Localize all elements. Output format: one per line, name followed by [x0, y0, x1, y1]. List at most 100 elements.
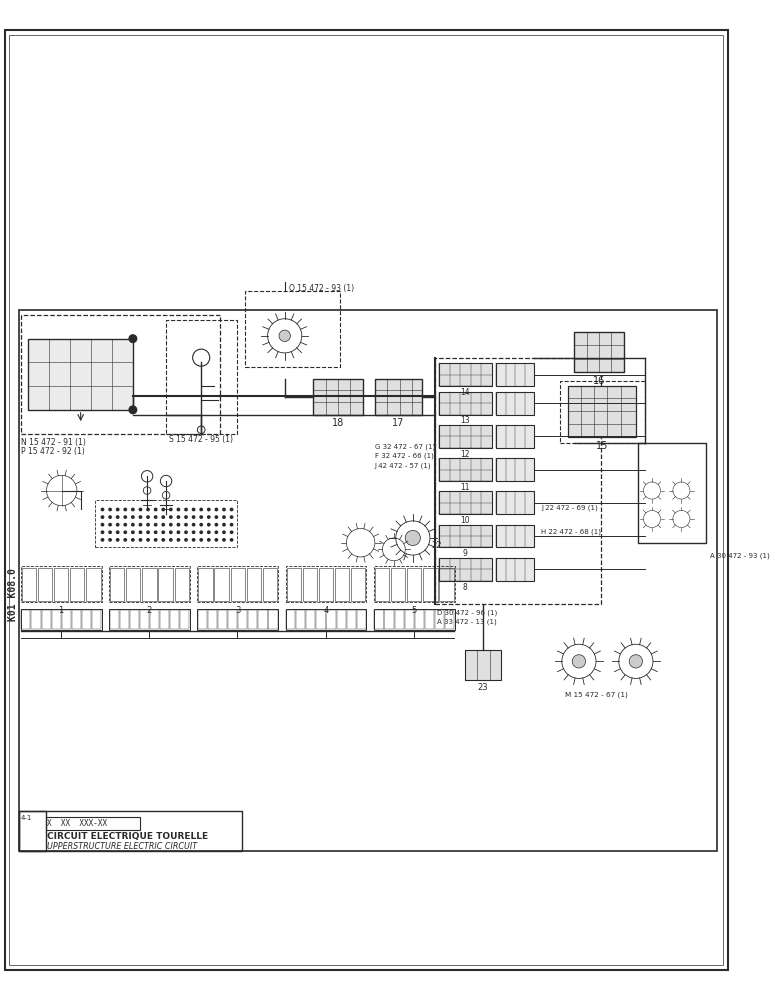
Text: N 15 472 - 91 (1): N 15 472 - 91 (1) — [21, 438, 86, 447]
Bar — [21, 315, 220, 434]
Bar — [29, 339, 133, 410]
Bar — [198, 610, 207, 629]
Bar — [110, 610, 119, 629]
Bar — [465, 650, 501, 680]
Circle shape — [116, 530, 120, 534]
Circle shape — [146, 523, 150, 527]
Bar — [92, 610, 101, 629]
Circle shape — [124, 523, 127, 527]
Bar — [394, 610, 404, 629]
Circle shape — [154, 508, 157, 511]
Bar — [109, 609, 190, 630]
Text: M 15 472 - 67 (1): M 15 472 - 67 (1) — [564, 692, 628, 698]
Circle shape — [108, 508, 112, 511]
Bar — [82, 610, 91, 629]
Circle shape — [177, 530, 181, 534]
Circle shape — [229, 523, 233, 527]
Circle shape — [184, 530, 188, 534]
Circle shape — [124, 515, 127, 519]
Circle shape — [169, 538, 173, 542]
Circle shape — [207, 538, 211, 542]
Bar — [150, 610, 159, 629]
Bar — [38, 568, 52, 601]
Bar — [249, 610, 257, 629]
Circle shape — [129, 335, 137, 342]
Bar — [245, 291, 340, 367]
Bar — [95, 500, 237, 547]
Bar — [110, 568, 124, 601]
Bar — [496, 425, 534, 448]
Text: 10: 10 — [460, 516, 470, 525]
Text: 4: 4 — [323, 606, 329, 615]
Bar — [32, 610, 41, 629]
Bar — [357, 610, 366, 629]
Bar — [375, 379, 422, 415]
Circle shape — [222, 523, 226, 527]
Bar — [127, 568, 141, 601]
Text: 15: 15 — [595, 441, 608, 451]
Bar — [21, 566, 102, 602]
Circle shape — [124, 538, 127, 542]
Circle shape — [131, 538, 135, 542]
Bar — [19, 811, 46, 851]
Bar — [46, 817, 141, 830]
Bar — [496, 491, 534, 514]
Circle shape — [199, 523, 203, 527]
Circle shape — [191, 515, 195, 519]
Circle shape — [161, 530, 165, 534]
Text: 3: 3 — [235, 606, 240, 615]
Bar — [313, 379, 363, 415]
Text: 13: 13 — [460, 416, 470, 425]
Bar — [415, 610, 424, 629]
Circle shape — [100, 530, 104, 534]
Bar — [337, 610, 346, 629]
Circle shape — [146, 515, 150, 519]
Text: 8: 8 — [462, 583, 467, 592]
Bar — [407, 568, 422, 601]
Circle shape — [138, 530, 142, 534]
Circle shape — [108, 530, 112, 534]
Bar — [72, 610, 81, 629]
Circle shape — [207, 515, 211, 519]
Circle shape — [199, 530, 203, 534]
Circle shape — [184, 515, 188, 519]
Circle shape — [199, 515, 203, 519]
Bar — [86, 568, 100, 601]
Bar — [445, 610, 454, 629]
Circle shape — [131, 523, 135, 527]
Circle shape — [215, 530, 218, 534]
Bar — [54, 568, 69, 601]
Circle shape — [161, 508, 165, 511]
Text: 14: 14 — [460, 388, 470, 397]
Bar — [269, 610, 278, 629]
Bar — [496, 363, 534, 386]
Circle shape — [629, 655, 642, 668]
Text: O 15 472 - 93 (1): O 15 472 - 93 (1) — [290, 284, 354, 293]
Bar — [198, 568, 212, 601]
Circle shape — [124, 508, 127, 511]
Circle shape — [215, 538, 218, 542]
Bar — [21, 609, 102, 630]
Bar — [439, 558, 492, 581]
Bar — [567, 386, 636, 437]
Circle shape — [169, 530, 173, 534]
Bar — [158, 568, 173, 601]
Bar — [638, 443, 706, 543]
Circle shape — [279, 330, 290, 342]
Text: 5: 5 — [411, 606, 417, 615]
Circle shape — [100, 508, 104, 511]
Bar — [327, 610, 336, 629]
Bar — [218, 610, 227, 629]
Bar — [439, 525, 492, 547]
Circle shape — [138, 538, 142, 542]
Circle shape — [138, 523, 142, 527]
Bar — [239, 610, 247, 629]
Bar — [22, 610, 30, 629]
Circle shape — [108, 523, 112, 527]
Bar — [347, 610, 356, 629]
Circle shape — [184, 523, 188, 527]
Bar — [560, 381, 645, 443]
Circle shape — [177, 515, 181, 519]
Bar — [439, 425, 492, 448]
Circle shape — [199, 508, 203, 511]
